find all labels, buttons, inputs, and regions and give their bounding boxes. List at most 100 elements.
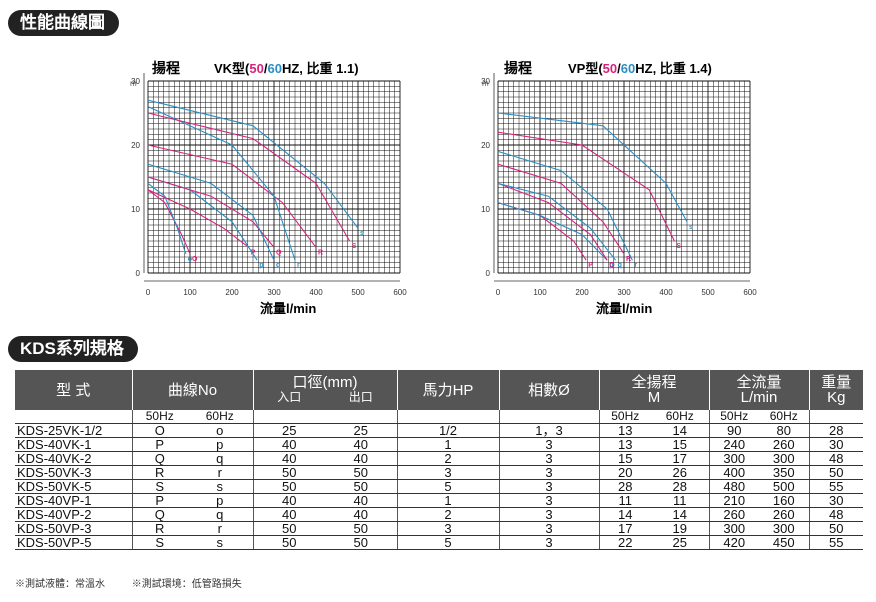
cell-h60: 19 — [651, 521, 710, 536]
chart-vk-title-50: 50 — [249, 61, 263, 76]
header-weight-unit: Kg — [827, 389, 846, 406]
cell-kg: 50 — [809, 521, 863, 536]
series-line-q — [497, 182, 617, 261]
cell-f50: 210 — [709, 493, 759, 508]
header-curve: 曲線No — [132, 370, 254, 410]
cell-hp: 5 — [397, 535, 500, 550]
series-line-Q — [497, 182, 608, 261]
cell-c60: r — [187, 465, 254, 480]
cell-f50: 420 — [709, 535, 759, 550]
chart-vp-title-suffix: HZ, 比重 1.4) — [635, 61, 712, 76]
cell-out: 40 — [325, 493, 398, 508]
cell-in: 50 — [253, 521, 325, 536]
series-label-p: p — [259, 262, 263, 269]
y-tick-label: 0 — [486, 269, 491, 278]
cell-phase: 3 — [499, 437, 600, 452]
series-label-S: S — [676, 243, 681, 250]
cell-hp: 5 — [397, 479, 500, 494]
cell-kg: 30 — [809, 437, 863, 452]
note-env: ※測試環境：低管路損失 — [131, 579, 242, 590]
cell-c50: O — [132, 423, 187, 438]
header-head-unit: M — [647, 389, 661, 406]
section-title-curves: 性能曲線圖 — [8, 10, 119, 36]
cell-f50: 300 — [709, 451, 759, 466]
cell-f50: 240 — [709, 437, 759, 452]
header-bore-label: 口徑(mm) — [292, 374, 358, 391]
cell-h60: 25 — [651, 535, 710, 550]
series-label-r: r — [634, 262, 637, 269]
cell-in: 40 — [253, 493, 325, 508]
series-line-R — [497, 163, 625, 255]
cell-c50: R — [132, 465, 187, 480]
header-head: 全揚程 M — [599, 370, 710, 410]
series-line-q — [147, 163, 275, 261]
cell-c50: P — [132, 437, 187, 452]
series-line-p — [147, 176, 258, 261]
cell-h50: 11 — [599, 493, 651, 508]
cell-phase: 3 — [499, 451, 600, 466]
cell-kg: 48 — [809, 507, 863, 522]
cell-h50: 15 — [599, 451, 651, 466]
cell-h50: 13 — [599, 437, 651, 452]
header-bore: 口徑(mm) 入口 出口 — [253, 370, 398, 410]
cell-h60: 26 — [651, 465, 710, 480]
cell-phase: 3 — [499, 479, 600, 494]
hz-head-50: 50Hz — [599, 410, 651, 424]
cell-c60: s — [187, 535, 254, 550]
cell-c60: r — [187, 521, 254, 536]
cell-h50: 14 — [599, 507, 651, 522]
header-flow-label: 全流量 — [736, 374, 782, 391]
cell-kg: 48 — [809, 451, 863, 466]
spec-table: 型 式 曲線No 口徑(mm) 入口 出口 馬力HP 相數Ø 全揚程 M 全流量 … — [15, 370, 863, 550]
cell-c60: p — [187, 493, 254, 508]
vp-performance-chart: 揚程 VP型(50/60HZ, 比重 1.4) m 0 100 200 300 400 5… — [481, 60, 757, 316]
series-label-q: q — [276, 262, 280, 269]
x-tick-label: 500 — [351, 288, 365, 297]
notes: ※測試液體：常溫水 ※測試環境：低管路損失 — [15, 575, 266, 590]
chart-vk-title-slash: / — [264, 61, 268, 76]
series-line-P — [147, 189, 250, 248]
hz-flow-60: 60Hz — [759, 410, 810, 424]
cell-f50: 400 — [709, 465, 759, 480]
cell-in: 25 — [253, 423, 325, 438]
cell-f60: 300 — [759, 451, 810, 466]
series-line-S — [147, 112, 351, 242]
cell-f60: 160 — [759, 493, 810, 508]
series-label-Q: Q — [609, 262, 615, 269]
series-line-s — [147, 99, 359, 229]
x-tick-label: 0 — [146, 288, 151, 297]
cell-f60: 350 — [759, 465, 810, 480]
cell-h50: 17 — [599, 521, 651, 536]
cell-in: 50 — [253, 465, 325, 480]
cell-in: 40 — [253, 451, 325, 466]
cell-c50: Q — [132, 507, 187, 522]
y-tick-label: 20 — [131, 141, 140, 150]
cell-f60: 450 — [759, 535, 810, 550]
chart-vk-y-unit: m — [130, 79, 137, 88]
hz-curve-50: 50Hz — [132, 410, 187, 424]
cell-h50: 20 — [599, 465, 651, 480]
cell-out: 40 — [325, 437, 398, 452]
cell-kg: 30 — [809, 493, 863, 508]
x-tick-label: 500 — [701, 288, 715, 297]
cell-out: 40 — [325, 507, 398, 522]
series-line-s — [497, 112, 688, 223]
cell-c60: s — [187, 479, 254, 494]
cell-model: KDS-25VK-1/2 — [15, 423, 133, 438]
chart-vp-y-unit: m — [482, 79, 489, 88]
vk-performance-chart: 揚程 VK型(50/60HZ, 比重 1.1) m 0 100 200 300 400 5… — [130, 60, 407, 316]
hz-row: 50Hz 60Hz 50Hz 60Hz 50Hz 60Hz — [15, 410, 863, 424]
cell-f60: 260 — [759, 507, 810, 522]
cell-h60: 17 — [651, 451, 710, 466]
cell-f60: 300 — [759, 521, 810, 536]
chart-vp-plot: 0 100 200 300 400 500 600 0 10 20 30 P pQ qRr Ss — [481, 73, 757, 297]
series-line-R — [147, 144, 317, 248]
series-label-P: P — [588, 262, 593, 269]
cell-hp: 1 — [397, 493, 500, 508]
cell-in: 50 — [253, 535, 325, 550]
